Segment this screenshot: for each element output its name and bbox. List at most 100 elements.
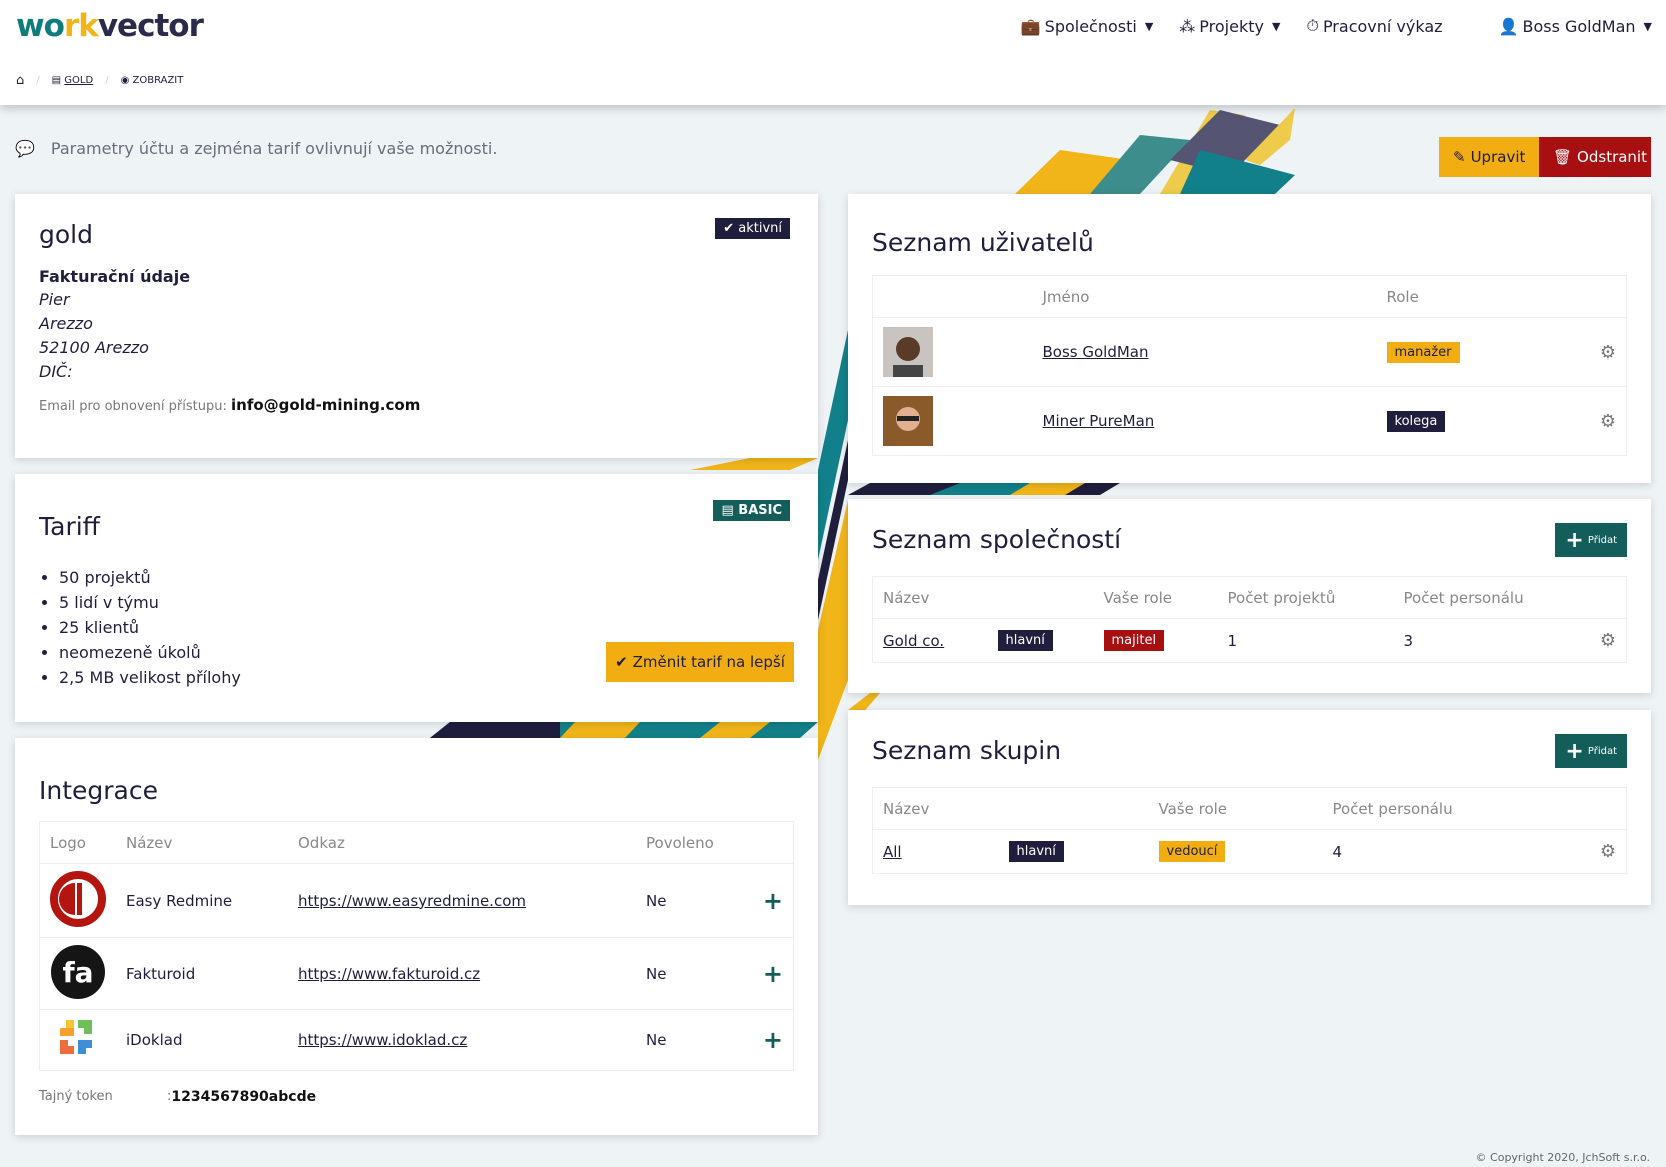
breadcrumb-label: ZOBRAZIT	[132, 75, 184, 86]
token-value: 1234567890abcde	[171, 1089, 317, 1105]
double-check-icon: ✔	[615, 653, 628, 671]
integration-name: iDoklad	[116, 1009, 288, 1071]
top-navbar: workvector 💼 Společnosti ▼ ⁂ Projekty ▼ ⏱ Pra…	[0, 0, 1666, 105]
add-group-button[interactable]: + Přidat	[1555, 734, 1627, 768]
svg-text:fa: fa	[62, 956, 93, 989]
token-separator: :	[167, 1089, 172, 1104]
company-link[interactable]: Gold co.	[883, 631, 945, 650]
email-label: Email pro obnovení přístupu:	[39, 399, 227, 414]
column-header: Název	[116, 821, 288, 864]
nav-projects[interactable]: ⁂ Projekty ▼	[1179, 16, 1280, 36]
idoklad-logo	[60, 1020, 92, 1054]
role-badge: kolega	[1386, 410, 1446, 432]
nav-companies[interactable]: 💼 Společnosti ▼	[1021, 16, 1154, 36]
plan-label: BASIC	[738, 503, 782, 518]
integration-enabled: Ne	[636, 863, 744, 938]
address-line: DIČ:	[39, 362, 73, 381]
user-name-link[interactable]: Boss GoldMan	[1042, 343, 1149, 361]
column-header	[872, 275, 1033, 318]
stopwatch-icon: ⏱	[1306, 16, 1319, 35]
gear-icon[interactable]: ⚙	[1555, 317, 1627, 387]
table-row: iDoklad https://www.idoklad.cz Ne +	[39, 1009, 794, 1071]
table-row: Miner PureMan kolega ⚙	[872, 386, 1627, 456]
breadcrumb-link[interactable]: GOLD	[64, 75, 94, 86]
edit-icon: ✎	[1453, 148, 1466, 166]
breadcrumb-current: ◉ ZOBRAZIT	[121, 75, 184, 86]
caret-down-icon: ▼	[1271, 19, 1281, 33]
companies-title: Seznam společností	[872, 525, 1122, 554]
integrations-title: Integrace	[39, 776, 158, 805]
feature-item: 5 lidí v týmu	[59, 590, 794, 615]
delete-label: Odstranit	[1577, 148, 1647, 166]
column-header: Počet personálu	[1393, 576, 1579, 619]
caret-down-icon: ▼	[1144, 19, 1154, 33]
feature-item: 50 projektů	[59, 565, 794, 590]
companies-card: Seznam společností + Přidat Název Vaše rol…	[848, 499, 1651, 693]
breadcrumb: ⌂ / ▤ GOLD / ◉ ZOBRAZIT	[16, 73, 183, 88]
trash-icon: 🗑	[1553, 148, 1573, 166]
breadcrumb-gold[interactable]: ▤ GOLD	[52, 75, 94, 86]
plus-icon: +	[1565, 738, 1584, 764]
check-icon: ✔	[723, 221, 735, 236]
main-badge: hlavní	[1008, 841, 1064, 862]
column-header: Logo	[39, 821, 116, 864]
integration-link[interactable]: https://www.fakturoid.cz	[298, 964, 481, 983]
home-icon[interactable]: ⌂	[16, 73, 25, 88]
plus-icon[interactable]: +	[743, 937, 794, 1010]
avatar	[883, 327, 933, 377]
cubes-icon: ⁂	[1179, 16, 1196, 36]
integrations-table: Logo Název Odkaz Povoleno Easy Redmine http…	[39, 821, 794, 1071]
easy-redmine-logo	[50, 870, 106, 927]
staff-count: 3	[1393, 618, 1579, 663]
user-name-link[interactable]: Miner PureMan	[1042, 412, 1155, 430]
nav-timesheet[interactable]: ⏱ Pracovní výkaz	[1306, 16, 1442, 36]
upgrade-label: Změnit tarif na lepší	[632, 653, 785, 671]
users-title: Seznam uživatelů	[872, 228, 1094, 257]
plus-icon[interactable]: +	[743, 1009, 794, 1071]
edit-button[interactable]: ✎ Upravit	[1439, 137, 1539, 177]
nav-user-menu[interactable]: 👤 Boss GoldMan ▼	[1499, 16, 1652, 36]
role-badge: manažer	[1386, 341, 1460, 363]
column-header: Vaše role	[1148, 787, 1323, 830]
upgrade-tariff-button[interactable]: ✔ Změnit tarif na lepší	[606, 642, 794, 682]
column-header: Povoleno	[636, 821, 744, 864]
gear-icon[interactable]: ⚙	[1578, 618, 1627, 663]
column-header: Název	[872, 576, 988, 619]
integration-link[interactable]: https://www.idoklad.cz	[298, 1031, 468, 1049]
feature-item: 25 klientů	[59, 615, 794, 640]
groups-table: Název Vaše role Počet personálu All hlavní…	[872, 787, 1627, 874]
integration-enabled: Ne	[636, 937, 744, 1010]
workvector-logo[interactable]: workvector	[16, 8, 204, 44]
group-link[interactable]: All	[883, 842, 902, 861]
column-header: Odkaz	[288, 821, 636, 864]
address-line: 52100 Arezzo	[39, 338, 149, 357]
column-header: Počet personálu	[1322, 787, 1564, 830]
account-title: gold	[39, 220, 93, 249]
table-row: All hlavní vedoucí 4 ⚙	[872, 829, 1627, 874]
delete-button[interactable]: 🗑 Odstranit	[1539, 137, 1651, 177]
status-badge: ✔ aktivní	[715, 218, 790, 239]
table-row: fa Fakturoid https://www.fakturoid.cz Ne…	[39, 937, 794, 1010]
token-label: Tajný token	[39, 1089, 113, 1104]
plus-icon[interactable]: +	[743, 863, 794, 938]
avatar	[883, 396, 933, 446]
briefcase-icon: 💼	[1020, 16, 1041, 36]
logo-part: or	[168, 8, 204, 44]
gear-icon[interactable]: ⚙	[1563, 829, 1627, 874]
main-nav: 💼 Společnosti ▼ ⁂ Projekty ▼ ⏱ Pracovní výkaz…	[1021, 16, 1652, 36]
column-header: Vaše role	[1093, 576, 1218, 619]
gear-icon[interactable]: ⚙	[1555, 386, 1627, 456]
address-line: Pier	[39, 290, 70, 309]
integration-enabled: Ne	[636, 1009, 744, 1071]
breadcrumb-separator: /	[105, 75, 109, 86]
add-company-button[interactable]: + Přidat	[1555, 523, 1627, 557]
add-label: Přidat	[1587, 534, 1617, 546]
project-count: 1	[1217, 618, 1394, 663]
user-icon: 👤	[1498, 16, 1519, 36]
integration-link[interactable]: https://www.easyredmine.com	[298, 891, 526, 910]
fakturoid-logo: fa	[51, 944, 105, 999]
table-row: Gold co. hlavní majitel 1 3 ⚙	[872, 618, 1627, 663]
users-table: Jméno Role Boss GoldMan manažer ⚙ Miner P…	[872, 275, 1627, 456]
groups-card: Seznam skupin + Přidat Název Vaše role Poče…	[848, 710, 1651, 905]
column-header: Jméno	[1032, 275, 1377, 318]
